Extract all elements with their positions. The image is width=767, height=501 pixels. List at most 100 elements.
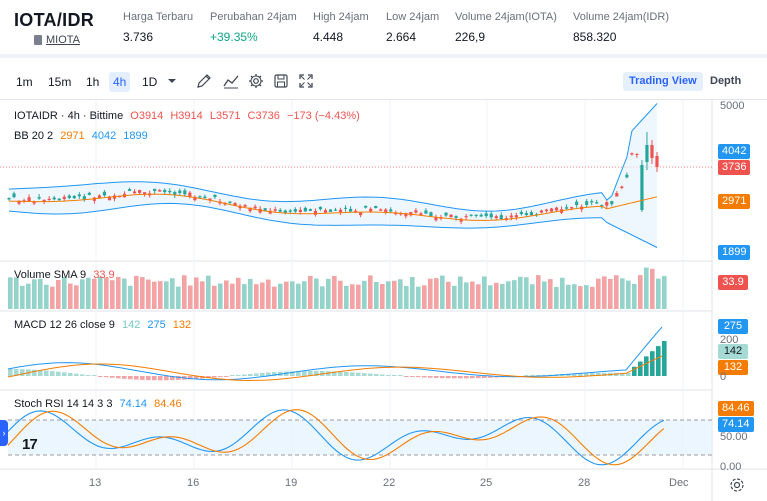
timeframe-4h[interactable]: 4h [109,72,131,92]
volume-bar [602,276,607,309]
volume-bar [158,281,163,309]
macd-hist-bar [134,376,139,380]
candle-body [47,198,51,201]
candle-body [419,213,423,216]
volume-bar [524,277,529,309]
timeframe-1h[interactable]: 1h [86,75,100,89]
volume-bar [86,277,91,309]
macd-hist-bar [176,376,181,380]
macd-hist-bar [596,372,601,376]
volume-bar [314,278,319,309]
macd-hist-bar [38,370,43,376]
candle-body [544,209,549,212]
timeframe-15m[interactable]: 15m [48,75,72,89]
macd-hist-bar [362,373,367,376]
bb-upper-line [8,103,658,212]
candle-body [273,209,277,211]
price-chart-canvas[interactable] [0,100,767,501]
candle-body [233,203,237,206]
volume-bar [560,277,565,309]
macd-hist-bar [128,376,133,380]
main-legend[interactable]: IOTAIDR · 4h · Bittime O3914 H3914 L3571… [14,110,364,122]
volume-bar [626,280,631,309]
candle-body [539,210,544,213]
macd-hist-bar [68,373,73,376]
candle-body [178,190,182,194]
macd-signal-value: 132 [172,319,192,331]
macd-hist-bar [452,376,457,379]
volume-bar [482,276,487,309]
volume-bar [362,280,367,309]
macd-indicator [7,326,667,382]
candle-body [484,213,488,217]
chart-settings-icon[interactable] [728,476,746,494]
drawing-pen-icon[interactable] [195,72,213,90]
macd-legend[interactable]: MACD 12 26 close 9 142 275 132 [14,319,195,331]
volume-legend[interactable]: Volume SMA 9 33.9 [14,269,119,281]
coin-link[interactable]: MIOTA [46,34,81,46]
macd-signal-line [7,355,663,382]
volume-bar [512,280,517,309]
volume-bar [488,285,493,309]
macd-hist-bar [116,376,121,379]
time-label: Dec [669,477,689,489]
candle-body [67,195,71,198]
timeframe-1m[interactable]: 1m [16,75,33,89]
time-label: 13 [89,477,102,489]
candle-body [575,201,579,206]
bb-basis-line [8,193,658,221]
macd-hist-bar [536,375,541,376]
stoch-legend[interactable]: Stoch RSI 14 14 3 3 74.14 84.46 [14,398,186,410]
chevron-down-icon[interactable] [163,72,181,90]
stat-value: 4.448 [313,30,344,44]
volume-bar [20,285,25,309]
indicators-icon[interactable] [222,72,240,90]
volume-bar [116,276,121,309]
bb-basis-tag: 2971 [718,194,751,209]
candle-body [112,195,117,199]
candle-body [605,202,609,206]
volume-bar [500,283,505,309]
volume-bar [470,281,475,309]
bb-legend[interactable]: BB 20 2 2971 4042 1899 [14,130,152,142]
volume-bar [530,284,535,309]
macd-hist-bar [224,376,229,377]
sidebar-toggle-handle[interactable]: › [0,420,8,446]
candle-body [414,210,418,213]
stat-change-24h: Perubahan 24jam +39.35% [210,11,297,44]
macd-hist-bar [422,376,427,378]
save-icon[interactable] [272,72,290,90]
macd-hist-bar [146,376,151,381]
volume-bar [146,279,151,309]
volume-bar [590,286,595,309]
candle-body [283,210,287,214]
candle-body [203,196,207,199]
depth-button[interactable]: Depth [710,75,742,87]
chart-area[interactable]: IOTAIDR · 4h · Bittime O3914 H3914 L3571… [0,100,767,501]
macd-hist-bar [332,371,337,376]
candle-body [188,192,192,197]
market-header: IOTA/IDR MIOTA Harga Terbaru 3.736 Perub… [0,0,767,58]
stoch-k-value: 74.14 [119,398,148,410]
candle-body [37,197,41,199]
volume-bar [572,284,577,309]
bb-basis-value: 2971 [60,130,85,142]
volume-bar [308,276,313,309]
candle-body [228,201,232,203]
trading-view-button[interactable]: Trading View [623,72,703,91]
tradingview-logo[interactable]: 17 [22,436,38,453]
macd-hist-bar [122,376,127,379]
candle-body [208,198,212,201]
stoch-k-line [7,409,665,466]
fullscreen-icon[interactable] [297,72,315,90]
chart-toolbar: 1m 15m 1h 4h 1D Trading View Depth [0,62,767,100]
macd-hist-bar [188,376,193,380]
macd-line-tag: 275 [718,319,748,334]
candle-body [359,212,363,216]
candle-body [620,186,624,188]
macd-hist-bar [104,376,109,378]
timeframe-1d[interactable]: 1D [142,75,158,89]
candle-body [343,207,348,209]
candle-body [338,209,343,213]
gear-icon[interactable] [247,72,265,90]
